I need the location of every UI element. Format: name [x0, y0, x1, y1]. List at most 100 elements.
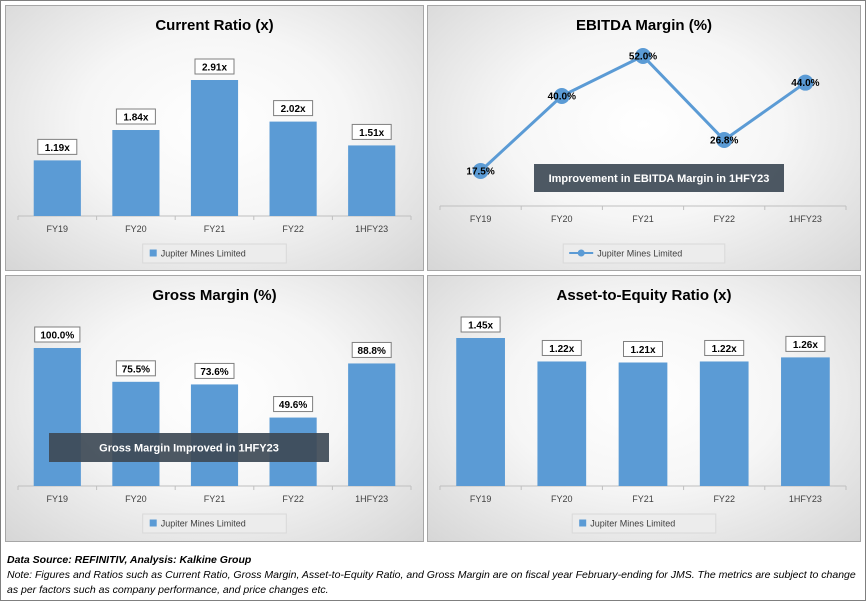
annotation-text: Improvement in EBITDA Margin in 1HFY23 — [549, 173, 770, 185]
x-tick-label: FY21 — [632, 494, 654, 504]
data-point — [635, 48, 651, 64]
footer: Data Source: REFINITIV, Analysis: Kalkin… — [7, 553, 859, 598]
legend-label: Jupiter Mines Limited — [597, 249, 682, 259]
data-label: 2.02x — [281, 104, 306, 115]
data-label-box — [273, 396, 314, 413]
data-label: 1.21x — [630, 345, 655, 356]
ebitda-margin-chart-svg: EBITDA Margin (%) FY19 FY20 FY21 FY22 1HFY23 1… — [439, 17, 847, 264]
bar — [348, 363, 396, 486]
data-label: 73.6% — [200, 367, 228, 378]
legend-box — [571, 513, 717, 534]
data-label-box — [541, 339, 582, 356]
data-point — [716, 132, 733, 148]
legend-label: Jupiter Mines Limited — [161, 249, 246, 259]
bar — [33, 348, 81, 486]
x-tick-label: 1HFY23 — [355, 224, 388, 234]
x-tick-label: FY19 — [47, 494, 69, 504]
chart-title: EBITDA Margin (%) — [576, 17, 712, 34]
data-point — [553, 88, 570, 104]
x-tick-label: FY20 — [551, 214, 573, 224]
bar — [112, 130, 160, 216]
data-source-text: Data Source: REFINITIV, Analysis: Kalkin… — [7, 554, 252, 566]
bar — [33, 160, 81, 216]
legend-marker — [579, 519, 587, 527]
annotation-box — [534, 164, 784, 192]
asset-to-equity-chart: Asset-to-Equity Ratio (x) FY19 FY20 FY21 FY2… — [427, 275, 861, 542]
annotation-box — [49, 433, 329, 462]
x-tick-label: FY21 — [632, 214, 654, 224]
gross-margin-chart-svg: Gross Margin (%) FY19 FY20 FY21 FY22 1HFY23 10… — [17, 287, 412, 534]
data-point — [797, 74, 814, 91]
legend-marker — [149, 249, 157, 257]
data-label: 1.26x — [793, 340, 818, 351]
data-label: 17.5% — [466, 167, 494, 178]
current-ratio-chart: Current Ratio (x) FY19 FY20 FY21 FY22 1HFY23 1… — [5, 5, 424, 271]
legend-marker — [149, 519, 157, 527]
x-tick-label: FY20 — [125, 224, 147, 234]
data-label: 44.0% — [791, 78, 819, 89]
data-label-box — [351, 123, 392, 140]
data-label: 88.8% — [358, 346, 386, 357]
data-label: 52.0% — [629, 52, 657, 63]
data-label-box — [460, 316, 501, 333]
bar — [781, 357, 830, 486]
bar — [456, 338, 505, 486]
chart-title: Current Ratio (x) — [155, 17, 273, 34]
x-tick-label: 1HFY23 — [789, 494, 822, 504]
data-label-box — [34, 326, 81, 343]
data-label: 26.8% — [710, 136, 738, 147]
data-label: 1.22x — [712, 344, 737, 355]
legend-box — [142, 243, 287, 264]
annotation-text: Gross Margin Improved in 1HFY23 — [99, 443, 279, 455]
bar — [618, 362, 668, 486]
x-tick-label: FY22 — [713, 494, 735, 504]
data-label: 1.84x — [123, 113, 148, 124]
x-tick-label: FY21 — [204, 494, 226, 504]
x-tick-label: FY19 — [47, 224, 69, 234]
chart-title: Asset-to-Equity Ratio (x) — [556, 287, 731, 304]
x-tick-label: FY20 — [125, 494, 147, 504]
data-label-box — [351, 341, 392, 358]
data-label: 1.22x — [549, 344, 574, 355]
asset-to-equity-chart-svg: Asset-to-Equity Ratio (x) FY19 FY20 FY21 FY2… — [439, 287, 847, 534]
data-label-box — [37, 138, 78, 155]
note-text: Note: Figures and Ratios such as Current… — [7, 569, 856, 596]
legend-box — [142, 513, 287, 534]
data-label: 1.19x — [45, 143, 70, 154]
data-label: 100.0% — [40, 331, 74, 342]
x-tick-label: FY21 — [204, 224, 226, 234]
data-label-box — [115, 108, 156, 125]
x-tick-label: 1HFY23 — [355, 494, 388, 504]
data-label: 49.6% — [279, 400, 307, 411]
data-label-box — [704, 339, 745, 356]
current-ratio-chart-svg: Current Ratio (x) FY19 FY20 FY21 FY22 1HFY23 1… — [17, 17, 412, 264]
legend-box — [562, 243, 726, 264]
bar — [537, 361, 587, 486]
ebitda-margin-chart: EBITDA Margin (%) FY19 FY20 FY21 FY22 1HFY23 1… — [427, 5, 861, 271]
x-tick-label: FY22 — [282, 494, 304, 504]
data-label-box — [785, 335, 826, 352]
x-tick-label: FY19 — [470, 494, 492, 504]
x-tick-label: FY20 — [551, 494, 573, 504]
data-label: 1.45x — [468, 321, 493, 332]
x-tick-label: 1HFY23 — [789, 214, 822, 224]
data-label: 1.51x — [359, 128, 384, 139]
gross-margin-chart: Gross Margin (%) FY19 FY20 FY21 FY22 1HFY23 10… — [5, 275, 424, 542]
legend-label: Jupiter Mines Limited — [590, 519, 675, 529]
x-tick-label: FY19 — [470, 214, 492, 224]
bar — [269, 121, 317, 216]
x-tick-label: FY22 — [713, 214, 735, 224]
data-label-box — [194, 362, 235, 379]
data-label-box — [115, 360, 156, 377]
data-label: 40.0% — [548, 92, 576, 103]
chart-title: Gross Margin (%) — [152, 287, 276, 304]
legend-marker — [577, 249, 585, 257]
x-tick-label: FY22 — [282, 224, 304, 234]
data-point — [472, 163, 489, 179]
data-label: 2.91x — [202, 63, 227, 74]
data-label-box — [273, 100, 314, 117]
bar — [699, 361, 749, 486]
bar — [190, 80, 239, 216]
bar — [348, 145, 396, 216]
series-line — [479, 54, 807, 173]
